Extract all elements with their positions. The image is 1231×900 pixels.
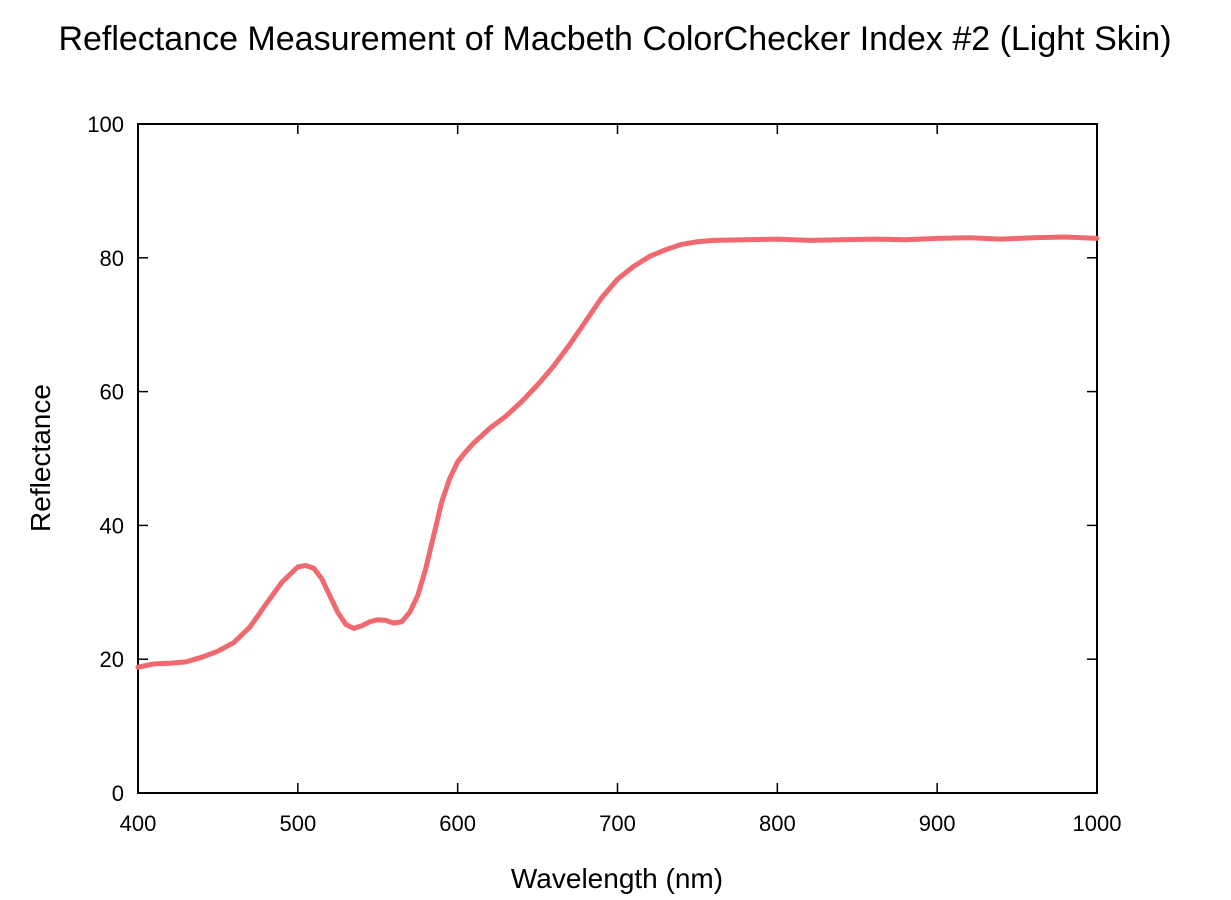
axis-tick-labels: 400 500 600 700 800 900 1000 0 20 40 60 80 100 [87,112,1121,836]
x-tick-label: 600 [439,811,476,836]
x-tick-label: 400 [120,811,157,836]
y-tick-label: 0 [112,781,124,806]
y-tick-label: 80 [100,246,124,271]
x-tick-label: 900 [919,811,956,836]
chart-title: Reflectance Measurement of Macbeth Color… [58,20,1171,58]
axis-ticks [137,123,1098,794]
y-tick-label: 60 [100,380,124,405]
x-tick-label: 800 [759,811,796,836]
x-tick-label: 700 [599,811,636,836]
series-layer [135,234,1100,670]
y-tick-label: 100 [87,112,124,137]
y-axis-label: Reflectance [25,384,56,532]
y-tick-label: 40 [100,513,124,538]
x-tick-label: 1000 [1073,811,1122,836]
x-tick-label: 500 [279,811,316,836]
series-line [135,234,1100,670]
plot-frame [137,123,1098,794]
x-axis-label: Wavelength (nm) [511,863,723,894]
y-tick-label: 20 [100,647,124,672]
